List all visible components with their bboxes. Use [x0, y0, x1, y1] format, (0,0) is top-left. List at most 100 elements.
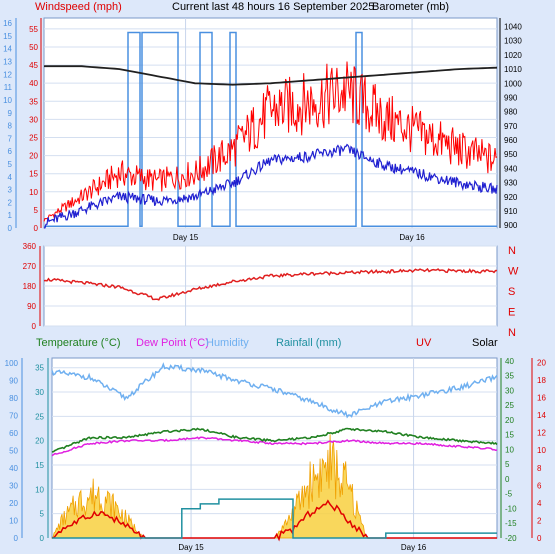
wind-mph-tick-label: 55	[29, 25, 38, 34]
barometer-axis-title: Barometer (mb)	[372, 1, 449, 13]
uv-tick-label: 16	[537, 394, 546, 403]
humidity-tick-label: 20	[9, 499, 18, 508]
wind-bft-tick-label: 13	[3, 58, 12, 67]
temperature-tick-label: 35	[505, 372, 514, 381]
humidity-line	[51, 362, 498, 419]
uv-tick-label: 12	[537, 429, 546, 438]
legend-dew-point: Dew Point (°C)	[136, 337, 209, 349]
barometer-tick-label: 990	[504, 93, 518, 102]
wind-mph-tick-label: 50	[29, 43, 38, 52]
direction-degree-tick-label: 0	[32, 322, 37, 331]
uv-tick-label: 6	[537, 481, 542, 490]
barometer-tick-label: 930	[504, 179, 518, 188]
wind-mph-tick-label: 35	[29, 97, 38, 106]
direction-degree-tick-label: 270	[23, 262, 37, 271]
rainfall-axis: 0 5 10 15 20 25 30 35	[35, 358, 49, 543]
temperature-tick-label: 25	[505, 401, 514, 410]
wind-bft-tick-label: 16	[3, 19, 12, 28]
wind-bft-tick-label: 6	[8, 147, 13, 156]
wind-mph-tick-label: 40	[29, 79, 38, 88]
windspeed-axis-title: Windspeed (mph)	[35, 1, 122, 13]
temperature-tick-label: -15	[505, 519, 517, 528]
rainfall-tick-label: 10	[35, 485, 44, 494]
windspeed-average-line	[43, 143, 498, 229]
wind-bft-tick-label: 7	[8, 134, 13, 143]
humidity-tick-label: 70	[9, 412, 18, 421]
temperature-axis: -20 -15 -10 -5 0 5 10 15 20 25 30 35 40	[500, 357, 517, 543]
humidity-tick-label: 0	[14, 534, 19, 543]
legend-solar: Solar	[472, 337, 498, 349]
barometer-tick-label: 980	[504, 108, 518, 117]
direction-compass-label: N	[508, 327, 516, 339]
wind-x-label: Day 16	[399, 233, 425, 242]
barometer-tick-label: 910	[504, 207, 518, 216]
rainfall-tick-label: 0	[40, 534, 45, 543]
humidity-tick-label: 80	[9, 394, 18, 403]
wind-bft-tick-label: 10	[3, 96, 12, 105]
uv-tick-label: 2	[537, 516, 542, 525]
wind-mph-tick-label: 0	[34, 224, 39, 233]
wind-mph-tick-label: 20	[29, 152, 38, 161]
temperature-tick-label: 30	[505, 386, 514, 395]
barometer-tick-label: 1000	[504, 79, 522, 88]
wind-mph-tick-label: 5	[34, 206, 39, 215]
uv-tick-label: 0	[537, 534, 542, 543]
humidity-tick-label: 60	[9, 429, 18, 438]
rainfall-line	[52, 498, 497, 539]
temperature-tick-label: -10	[505, 504, 517, 513]
wind-series	[43, 31, 498, 229]
wind-x-labels: Day 15 Day 16	[173, 233, 425, 242]
direction-degree-axis: 0 90 180 270 360	[23, 242, 41, 331]
barometer-tick-label: 970	[504, 122, 518, 131]
barometer-tick-label: 920	[504, 193, 518, 202]
uv-axis: 0 2 4 6 8 10 12 14 16 18 20	[531, 358, 546, 543]
direction-degree-tick-label: 360	[23, 242, 37, 251]
humidity-tick-label: 90	[9, 377, 18, 386]
uv-line	[51, 499, 497, 542]
uv-tick-label: 18	[537, 376, 546, 385]
temperature-tick-label: 40	[505, 357, 514, 366]
humidity-tick-label: 40	[9, 464, 18, 473]
rainfall-tick-label: 35	[35, 364, 44, 373]
uv-tick-label: 14	[537, 411, 546, 420]
direction-compass-label: W	[508, 266, 519, 278]
direction-compass-label: E	[508, 307, 515, 319]
wind-bft-tick-label: 11	[4, 83, 13, 92]
wind-bft-tick-label: 0	[8, 224, 13, 233]
wind-bft-tick-label: 2	[8, 198, 13, 207]
wind-mph-tick-label: 15	[29, 170, 38, 179]
barometer-tick-label: 1010	[504, 65, 522, 74]
direction-degree-tick-label: 180	[23, 282, 37, 291]
wind-bft-tick-label: 14	[3, 45, 12, 54]
barometer-tick-label: 1030	[504, 37, 522, 46]
wind-bft-tick-label: 15	[3, 32, 12, 41]
humidity-tick-label: 100	[5, 359, 19, 368]
temperature-tick-label: -5	[505, 490, 513, 499]
legend-humidity: Humidity	[206, 337, 249, 349]
direction-grid	[44, 245, 497, 327]
wind-mph-tick-label: 25	[29, 133, 38, 142]
humidity-tick-label: 50	[9, 447, 18, 456]
barometer-tick-label: 1020	[504, 51, 522, 60]
wind-mph-tick-label: 45	[29, 61, 38, 70]
wind-x-label: Day 15	[173, 233, 199, 242]
uv-tick-label: 20	[537, 358, 546, 367]
wind-mph-tick-label: 30	[29, 115, 38, 124]
dew-point-line	[51, 436, 498, 457]
temperature-line	[51, 427, 498, 453]
temperature-tick-label: 5	[505, 460, 510, 469]
wind-bft-tick-label: 4	[8, 173, 13, 182]
rainfall-tick-label: 30	[35, 388, 44, 397]
wind-mph-tick-label: 10	[29, 188, 38, 197]
wind-bft-tick-label: 5	[8, 160, 13, 169]
humidity-tick-label: 10	[9, 517, 18, 526]
graph-title: Current last 48 hours 16 September 2025	[172, 1, 374, 13]
direction-degree-tick-label: 90	[27, 302, 36, 311]
legend-temperature: Temperature (°C)	[36, 337, 120, 349]
temp-x-labels: Day 15 Day 16	[178, 543, 426, 552]
temp-x-label: Day 16	[401, 543, 427, 552]
temp-series	[51, 362, 498, 542]
